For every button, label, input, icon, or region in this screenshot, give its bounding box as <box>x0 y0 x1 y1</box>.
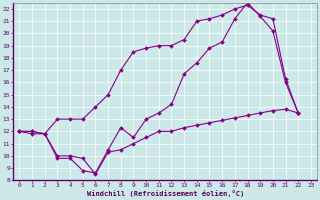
X-axis label: Windchill (Refroidissement éolien,°C): Windchill (Refroidissement éolien,°C) <box>86 190 244 197</box>
